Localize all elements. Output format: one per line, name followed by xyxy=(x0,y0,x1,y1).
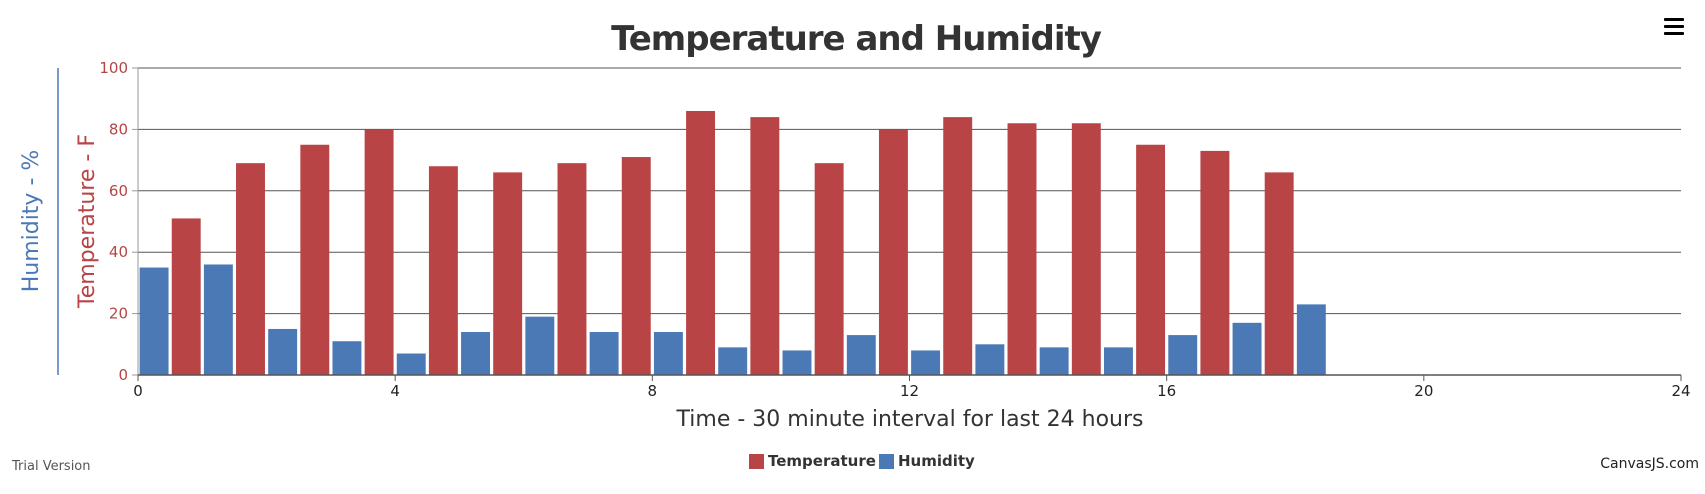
bar-temperature-13[interactable] xyxy=(943,117,973,376)
axes xyxy=(132,67,1682,381)
trial-version-label: Trial Version xyxy=(11,459,91,474)
x-tick-label: 4 xyxy=(390,382,400,400)
bar-temperature-7[interactable] xyxy=(557,163,587,375)
legend-label-temperature[interactable]: Temperature xyxy=(768,452,876,470)
x-tick-label: 8 xyxy=(648,382,658,400)
bar-humidity-15[interactable] xyxy=(1103,347,1133,375)
bar-temperature-17[interactable] xyxy=(1200,150,1230,375)
bar-temperature-16[interactable] xyxy=(1136,144,1166,375)
y-tick-label: 20 xyxy=(109,305,128,323)
canvasjs-credit-link[interactable]: CanvasJS.com xyxy=(1600,456,1699,472)
y-axis-title-humidity: Humidity - % xyxy=(19,150,44,293)
bar-humidity-5[interactable] xyxy=(461,332,490,375)
bar-temperature-9[interactable] xyxy=(686,110,716,375)
bar-humidity-12[interactable] xyxy=(911,350,941,375)
x-axis-title: Time - 30 minute interval for last 24 ho… xyxy=(676,407,1144,432)
bar-temperature-1[interactable] xyxy=(171,218,201,375)
bar-temperature-4[interactable] xyxy=(364,129,394,375)
y-tick-label: 60 xyxy=(109,182,128,200)
bar-temperature-3[interactable] xyxy=(300,144,330,375)
bar-temperature-14[interactable] xyxy=(1007,123,1037,375)
bar-temperature-11[interactable] xyxy=(814,163,844,375)
legend-label-humidity[interactable]: Humidity xyxy=(898,452,975,470)
y-axis-title-temperature: Temperature - F xyxy=(75,134,100,309)
bar-humidity-7[interactable] xyxy=(589,332,619,375)
bar-humidity-3[interactable] xyxy=(332,341,362,375)
bar-temperature-10[interactable] xyxy=(750,117,780,376)
bar-humidity-2[interactable] xyxy=(268,328,298,375)
grid-lines xyxy=(138,67,1681,315)
bar-humidity-6[interactable] xyxy=(525,316,555,375)
bar-humidity-0[interactable] xyxy=(139,267,169,375)
bar-temperature-8[interactable] xyxy=(621,157,651,375)
bar-humidity-4[interactable] xyxy=(396,353,426,375)
x-tick-label: 0 xyxy=(133,382,143,400)
y-tick-label: 0 xyxy=(118,366,128,384)
bar-temperature-2[interactable] xyxy=(236,163,265,375)
bar-temperature-5[interactable] xyxy=(428,166,458,375)
bar-humidity-13[interactable] xyxy=(975,344,1005,375)
bar-humidity-1[interactable] xyxy=(203,264,233,375)
y-tick-label: 80 xyxy=(109,120,128,138)
legend-swatch-temperature[interactable] xyxy=(749,454,764,469)
bars xyxy=(139,110,1326,376)
x-tick-label: 16 xyxy=(1157,382,1176,400)
bar-humidity-18[interactable] xyxy=(1296,304,1326,375)
x-tick-label: 20 xyxy=(1414,382,1433,400)
chart-title: Temperature and Humidity xyxy=(611,19,1102,59)
bar-humidity-14[interactable] xyxy=(1039,347,1069,375)
bar-humidity-16[interactable] xyxy=(1168,335,1198,375)
bar-humidity-9[interactable] xyxy=(718,347,748,375)
x-tick-label: 24 xyxy=(1671,382,1690,400)
y-tick-label: 100 xyxy=(99,59,128,77)
legend-swatch-humidity[interactable] xyxy=(879,454,894,469)
bar-humidity-10[interactable] xyxy=(782,350,812,375)
bar-temperature-12[interactable] xyxy=(878,129,908,375)
bar-temperature-6[interactable] xyxy=(493,172,523,375)
x-tick-label: 12 xyxy=(900,382,919,400)
tick-labels: 0 20 40 60 80 100 0 4 8 12 16 20 24 xyxy=(99,59,1690,400)
y-tick-label: 40 xyxy=(109,243,128,261)
bar-temperature-15[interactable] xyxy=(1071,123,1101,375)
bar-humidity-11[interactable] xyxy=(846,335,876,375)
bar-humidity-17[interactable] xyxy=(1232,322,1262,375)
legend: Temperature Humidity xyxy=(749,452,975,470)
bar-temperature-18[interactable] xyxy=(1264,172,1294,375)
hamburger-menu-icon[interactable] xyxy=(1661,14,1687,40)
bar-humidity-8[interactable] xyxy=(653,332,683,375)
